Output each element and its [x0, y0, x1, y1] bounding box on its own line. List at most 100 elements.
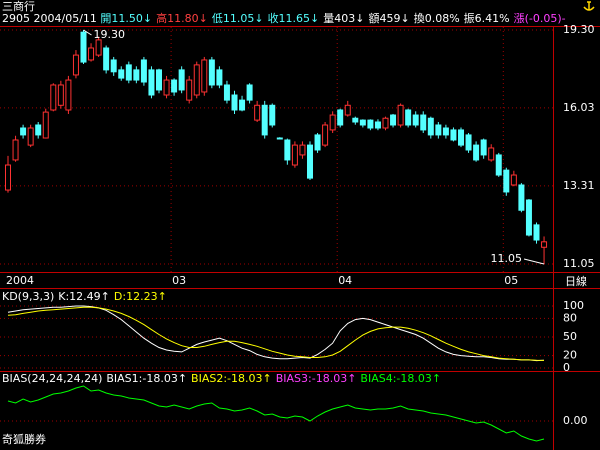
y-tick-label: 16.03	[563, 101, 595, 114]
legend-entry: BIAS1:-18.03↑	[106, 372, 187, 385]
legend: BIAS(24,24,24,24) BIAS1:-18.03↑ BIAS2:-18.…	[2, 372, 441, 385]
quote-field: 額459↓	[369, 12, 410, 25]
candle-body	[465, 134, 472, 151]
candle-body	[374, 121, 381, 129]
stock-name: 三商行	[2, 0, 35, 13]
y-tick-label: 11.05	[563, 257, 595, 270]
legend-entry: BIAS2:-18.03↑	[191, 372, 272, 385]
candle-body	[12, 139, 19, 161]
annotation: 11.05	[491, 252, 523, 265]
candle-body	[269, 104, 276, 126]
y-tick-label: 80	[563, 311, 577, 324]
candle-body	[518, 184, 525, 211]
y-tick-label: 20	[563, 349, 577, 362]
candle-body	[254, 104, 261, 121]
annotation-line	[83, 29, 92, 36]
quote-line: 2905 2004/05/11 開11.50↓ 高11.80↓ 低11.05↓ 收11…	[2, 11, 566, 25]
candle-body	[344, 104, 351, 116]
candle-body	[420, 114, 427, 131]
y-tick-label: 50	[563, 330, 577, 343]
date: 2004/05/11	[34, 12, 97, 25]
candle-body	[495, 154, 502, 176]
candle-body	[5, 164, 11, 191]
code: 2905	[2, 12, 30, 25]
candle-body	[50, 84, 57, 111]
candle-body	[427, 117, 434, 136]
candle-body	[488, 147, 495, 161]
candle-body	[163, 79, 170, 96]
candle-body	[435, 124, 442, 136]
y-tick-label: 0	[563, 361, 570, 374]
candle-body	[525, 199, 532, 236]
candle-body	[239, 99, 246, 111]
series-line	[7, 385, 545, 442]
annotation-line	[523, 258, 545, 265]
candle-body	[125, 64, 132, 81]
quote-field: 低11.05↓	[212, 12, 264, 25]
candle-body	[382, 117, 389, 129]
quote-field: 換0.08%	[414, 12, 460, 25]
candle-body	[201, 59, 208, 93]
candle-body	[367, 119, 374, 129]
candle-body	[412, 114, 419, 126]
legend-entry: BIAS3:-18.03↑	[276, 372, 357, 385]
candle-body	[156, 69, 162, 91]
quote-field: 漲(-0.05)-	[514, 12, 566, 25]
candle-body	[20, 127, 27, 136]
x-tick-label: 04	[338, 274, 352, 287]
candle-body	[291, 144, 298, 166]
candle-body	[110, 59, 117, 73]
candle-body	[171, 79, 178, 93]
y-tick-label: 13.31	[563, 179, 595, 192]
candle-body	[284, 139, 291, 161]
candle-body	[307, 144, 313, 179]
x-tick-label: 2004	[6, 274, 34, 287]
candle-body	[103, 47, 110, 71]
icon	[583, 1, 595, 11]
legend-entry: D:12.23↑	[114, 290, 167, 303]
legend: KD(9,3,3) K:12.49↑ D:12.23↑	[2, 290, 167, 303]
candle-body	[57, 84, 64, 106]
candle-body	[208, 59, 215, 86]
quote-field: 開11.50↓	[100, 12, 152, 25]
candle-body	[261, 104, 268, 136]
candle-body	[133, 69, 140, 81]
candle-body	[510, 174, 517, 186]
candle-body	[322, 124, 329, 146]
candle-body	[178, 69, 185, 91]
candle-body	[390, 114, 397, 126]
period-label: 日線	[565, 274, 587, 288]
candle-body	[148, 69, 155, 96]
candle-body	[231, 94, 238, 111]
candle-body	[246, 84, 253, 101]
footer: 奇狐勝券	[2, 432, 46, 446]
candle-body	[72, 54, 79, 76]
candle-body	[359, 119, 366, 126]
x-tick-label: 05	[504, 274, 518, 287]
quote-field: 收11.65↓	[268, 11, 320, 25]
candle-body	[27, 127, 34, 146]
candle-body	[405, 109, 412, 126]
candle-body	[223, 84, 230, 101]
candle-body	[193, 64, 200, 96]
y-tick-label: 0.00	[563, 414, 588, 427]
candle-body	[65, 79, 72, 111]
candle-body	[533, 224, 540, 241]
candle-body	[397, 104, 404, 126]
y-tick-label: 19.30	[563, 23, 595, 36]
candle-body	[88, 47, 95, 61]
candle-body	[503, 169, 510, 193]
candle-body	[337, 109, 344, 126]
candle-body	[299, 144, 306, 156]
candle-body	[314, 134, 321, 151]
candle-body	[450, 129, 457, 141]
candle-body	[216, 69, 223, 86]
y-tick-label: 100	[563, 299, 584, 312]
quote-field: 振6.41%	[464, 11, 510, 25]
quote-field: 高11.80↓	[156, 11, 208, 25]
candle-body	[480, 139, 487, 156]
legend-entry: BIAS4:-18.03↑	[360, 372, 441, 385]
